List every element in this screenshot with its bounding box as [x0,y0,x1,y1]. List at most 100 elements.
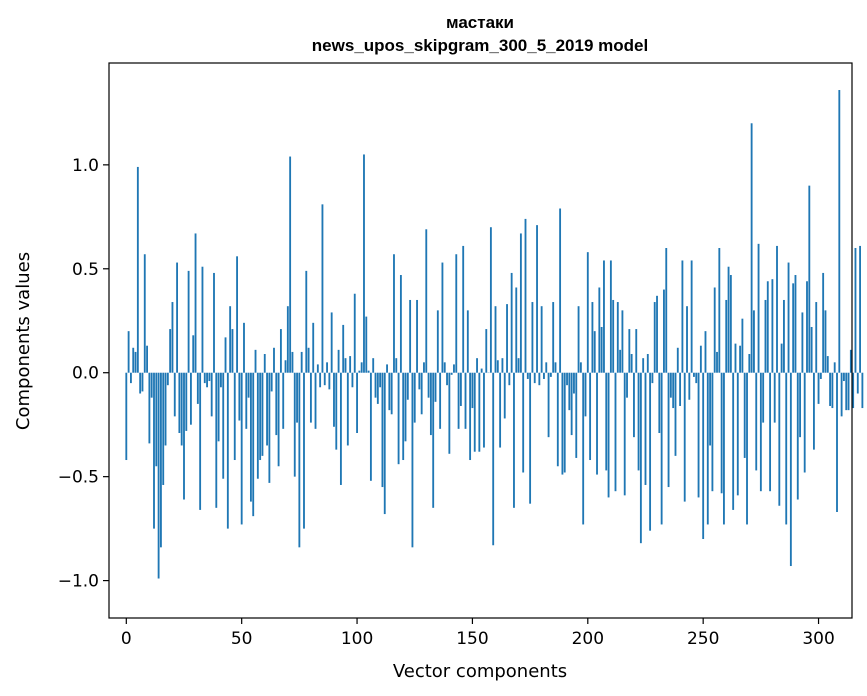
bar-48 [236,256,238,373]
bar-37 [210,372,213,417]
bar-76 [300,351,303,373]
bar-99 [353,293,356,373]
bar-250 [702,372,705,540]
bar-156 [485,329,488,373]
bar-266 [739,345,742,373]
bar-181 [543,372,545,379]
x-axis-label: Vector components [393,661,567,682]
plot-frame [108,62,853,619]
bar-58 [259,372,262,461]
bar-273 [755,372,758,471]
bar-309 [838,90,841,373]
bar-207 [603,260,605,373]
bar-205 [598,287,601,373]
bar-215 [621,310,624,373]
bar-15 [159,372,162,548]
bar-43 [224,337,227,373]
bar-267 [741,318,744,373]
bar-93 [339,372,342,485]
bar-212 [614,372,617,492]
bar-68 [282,372,285,429]
bar-282 [776,245,778,373]
bar-69 [284,360,287,373]
bar-167 [510,272,513,373]
bar-216 [623,372,626,496]
bar-204 [596,372,598,475]
bar-188 [559,208,562,373]
x-tick-label-200: 200 [572,629,604,649]
bar-255 [713,287,716,373]
bar-67 [279,329,282,373]
bar-73 [293,372,296,477]
bar-253 [709,372,712,446]
bar-182 [545,362,548,373]
x-tick-label-250: 250 [687,629,719,649]
bar-59 [261,372,264,456]
bar-172 [522,372,525,473]
bar-72 [291,351,294,373]
bar-315 [852,372,855,409]
bar-56 [254,349,257,373]
bar-295 [806,281,808,373]
bar-289 [792,283,795,373]
bar-74 [296,372,298,423]
bar-3 [132,347,135,373]
bar-146 [462,245,465,373]
bar-144 [457,372,460,429]
bar-247 [695,372,698,384]
bar-179 [538,372,541,386]
bar-20 [171,302,174,373]
bar-217 [626,372,628,398]
bar-147 [464,372,467,429]
bar-219 [630,354,633,373]
bar-244 [688,372,691,400]
bar-243 [686,306,688,373]
bar-19 [169,329,172,373]
bar-184 [549,372,552,377]
bar-183 [547,372,550,438]
bar-29 [192,335,195,373]
bar-296 [808,185,811,373]
bar-8 [143,254,146,373]
bar-138 [443,362,446,373]
bar-4 [134,351,137,373]
bar-119 [399,275,402,373]
bar-239 [676,347,679,373]
bar-202 [591,302,594,373]
bar-30 [194,233,197,373]
bar-65 [275,372,278,436]
bar-222 [637,372,640,471]
bar-62 [268,372,271,483]
bar-274 [757,243,760,373]
bar-27 [187,270,190,373]
bar-235 [667,372,670,488]
bar-269 [746,372,748,525]
bar-121 [404,372,407,442]
bar-127 [418,372,421,390]
x-tick-label-300: 300 [802,629,834,649]
bar-26 [185,372,188,431]
bar-311 [843,372,845,382]
bar-55 [252,372,255,517]
bar-265 [736,372,739,496]
bar-123 [409,299,412,373]
bar-310 [840,372,843,417]
bar-63 [270,372,273,392]
bar-303 [824,310,827,373]
bar-312 [845,372,848,411]
bar-232 [660,372,663,525]
bar-130 [425,229,428,373]
bar-21 [173,372,176,417]
bar-134 [434,372,437,402]
bar-7 [141,372,144,392]
bar-284 [780,343,783,373]
bar-128 [420,372,423,415]
bar-305 [829,372,832,406]
bar-51 [243,322,245,373]
bar-34 [203,372,206,384]
bar-197 [579,362,582,373]
bar-199 [584,372,587,417]
bar-160 [494,306,497,373]
bar-293 [801,312,804,373]
